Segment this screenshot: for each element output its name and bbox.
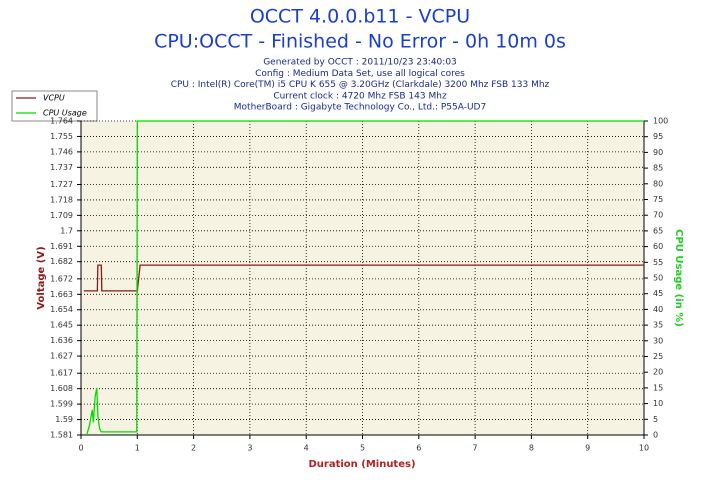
y2-tick-label: 30 [653,336,663,345]
y-tick-label: 1.764 [50,117,73,126]
x-tick-label: 7 [473,444,478,453]
y-tick-label: 1.599 [50,400,73,409]
y-tick-label: 1.663 [50,290,73,299]
x-tick-label: 3 [247,444,252,453]
y2-axis-title: CPU Usage (in %) [673,229,684,327]
y2-tick-label: 0 [653,431,658,440]
info-line: Config : Medium Data Set, use all logica… [255,69,465,79]
y-tick-label: 1.608 [50,384,73,393]
y-axis-title: Voltage (V) [36,246,47,309]
y2-tick-label: 50 [653,274,663,283]
x-tick-label: 9 [585,444,590,453]
series-line [86,120,644,436]
y2-tick-label: 90 [653,148,663,157]
y-tick-label: 1.636 [50,336,73,345]
x-tick-label: 1 [135,444,140,453]
y-tick-label: 1.691 [50,242,73,251]
y2-tick-label: 95 [653,132,663,141]
y2-tick-label: 5 [653,415,658,424]
y-tick-label: 1.682 [50,257,73,266]
legend [11,90,98,122]
x-tick-label: 10 [639,444,649,453]
y-tick-label: 1.727 [50,180,73,189]
y2-tick-label: 75 [653,195,663,204]
y2-tick-label: 70 [653,211,663,220]
y-tick-label: 1.709 [50,211,73,220]
y-tick-label: 1.7 [60,226,73,235]
y2-tick-label: 20 [653,368,663,377]
x-axis-title: Duration (Minutes) [308,459,415,470]
x-tick-label: 0 [78,444,83,453]
y2-tick-label: 10 [653,399,663,408]
y-tick-label: 1.627 [50,352,73,361]
x-tick-label: 8 [529,444,534,453]
series-line [83,264,644,292]
y2-tick-label: 65 [653,226,663,235]
y-tick-label: 1.59 [55,415,73,424]
y2-tick-label: 35 [653,321,663,330]
chart-subtitle: CPU:OCCT - Finished - No Error - 0h 10m … [154,31,566,53]
info-line: MotherBoard : Gigabyte Technology Co., L… [234,103,486,113]
y-tick-label: 1.755 [50,132,73,141]
info-line: Current clock : 4720 Mhz FSB 143 Mhz [273,91,447,101]
y-tick-label: 1.746 [50,147,73,156]
chart-title: OCCT 4.0.0.b11 - VCPU [250,6,470,28]
y2-tick-label: 100 [653,117,668,126]
y2-tick-label: 40 [653,305,663,314]
y2-tick-label: 60 [653,242,663,251]
y-tick-label: 1.581 [50,431,73,440]
legend-label: CPU Usage [43,109,87,118]
y-tick-label: 1.645 [50,321,73,330]
x-tick-label: 6 [416,444,421,453]
y2-tick-label: 15 [653,383,663,392]
info-line: CPU : Intel(R) Core(TM) i5 CPU K 655 @ 3… [171,80,550,90]
legend-label: VCPU [43,94,65,103]
info-line: Generated by OCCT : 2011/10/23 23:40:03 [263,58,457,68]
x-tick-label: 5 [360,444,365,453]
y2-tick-label: 25 [653,352,663,361]
y-tick-label: 1.672 [50,274,73,283]
x-tick-label: 2 [191,444,196,453]
x-tick-label: 4 [304,444,309,453]
y2-tick-label: 85 [653,164,663,173]
y-tick-label: 1.654 [50,305,73,314]
y-tick-label: 1.737 [50,163,73,172]
y2-tick-label: 55 [653,258,663,267]
y2-tick-label: 45 [653,289,663,298]
y2-tick-label: 80 [653,179,663,188]
y-tick-label: 1.718 [50,195,73,204]
y-tick-label: 1.617 [50,369,73,378]
